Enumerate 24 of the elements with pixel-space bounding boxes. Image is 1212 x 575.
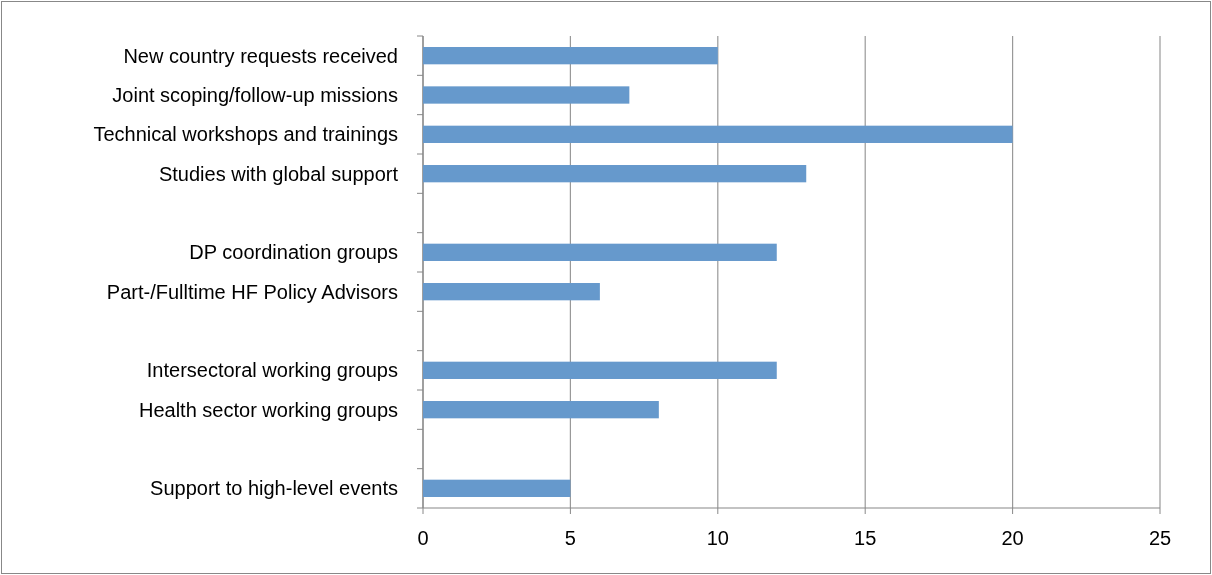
y-tick-label: DP coordination groups <box>189 241 398 264</box>
x-tick-label: 5 <box>564 527 576 549</box>
bar <box>423 165 807 183</box>
bar <box>423 401 659 419</box>
y-tick-label: Technical workshops and trainings <box>93 123 398 146</box>
y-tick-label: Support to high-level events <box>150 477 398 500</box>
bar <box>423 125 1013 143</box>
y-tick-label: Studies with global support <box>158 162 399 185</box>
x-tick-label: 20 <box>1001 527 1024 549</box>
bar <box>423 361 777 379</box>
x-tick-label: 0 <box>417 527 429 549</box>
y-tick-label: Joint scoping/follow-up missions <box>112 84 398 106</box>
bar <box>423 47 718 65</box>
y-tick-label: Part-/Fulltime HF Policy Advisors <box>106 280 398 303</box>
x-tick-label: 10 <box>706 527 729 549</box>
bar <box>423 479 571 497</box>
x-tick-label: 25 <box>1148 527 1172 549</box>
x-tick-label: 15 <box>854 527 877 549</box>
y-tick-label: Health sector working groups <box>138 398 398 421</box>
bar <box>423 243 777 261</box>
bar <box>423 283 600 301</box>
bar <box>423 86 630 104</box>
y-tick-label: New country requests received <box>123 44 398 67</box>
y-tick-label: Intersectoral working groups <box>146 359 398 382</box>
